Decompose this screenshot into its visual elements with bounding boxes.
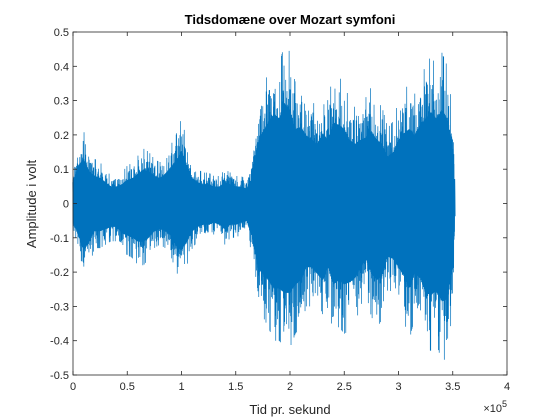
x-exponent-label: ×105	[483, 399, 507, 415]
y-tick-label: -0.4	[50, 336, 69, 348]
y-tick-label: -0.2	[50, 267, 69, 279]
x-tick-label: 2.5	[337, 381, 352, 393]
x-tick-label: 3	[395, 381, 401, 393]
x-tick-label: 1	[178, 381, 184, 393]
x-tick-label: 0	[70, 381, 76, 393]
signal-layer	[72, 50, 456, 360]
x-axis-label: Tid pr. sekund	[249, 402, 330, 417]
x-exponent-base: ×10	[483, 403, 502, 415]
x-tick-label: 1.5	[228, 381, 243, 393]
y-axis: -0.5 -0.4 -0.3 -0.2 -0.1 0 0.1 0.2 0.3 0.4 0.5	[50, 27, 507, 382]
y-tick-label: -0.3	[50, 301, 69, 313]
x-exponent-power: 5	[502, 399, 507, 409]
y-tick-label: -0.1	[50, 233, 69, 245]
x-tick-label: 2	[287, 381, 293, 393]
x-tick-label: 0.5	[120, 381, 135, 393]
x-tick-label: 4	[504, 381, 510, 393]
y-tick-label: 0.4	[54, 61, 69, 73]
y-tick-label: 0.2	[54, 130, 69, 142]
y-tick-label: 0.3	[54, 96, 69, 108]
y-tick-label: 0.5	[54, 27, 69, 39]
y-tick-label: -0.5	[50, 370, 69, 382]
y-tick-label: 0.1	[54, 164, 69, 176]
y-tick-label: 0	[63, 199, 69, 211]
y-axis-label: Amplitude i volt	[24, 160, 39, 249]
chart-title: Tidsdomæne over Mozart symfoni	[185, 12, 396, 27]
signal-core	[72, 103, 456, 302]
x-axis: 0 0.5 1 1.5 2 2.5 3 3.5 4	[70, 32, 510, 393]
x-tick-label: 3.5	[445, 381, 460, 393]
